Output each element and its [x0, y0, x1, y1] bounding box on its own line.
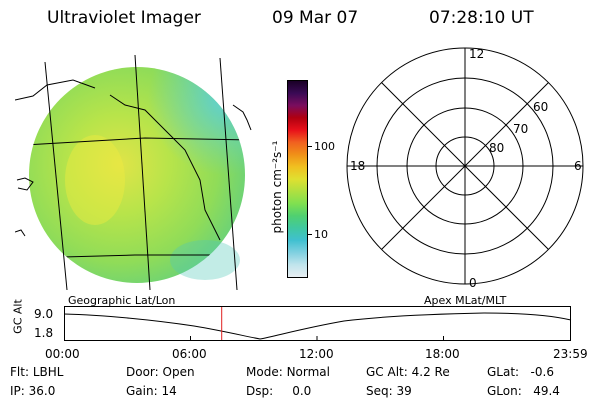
colorbar-label-10: 10 — [314, 228, 328, 241]
polar-mlt-grid: 12 18 6 0 60 70 80 — [346, 47, 584, 290]
time-label: 07:28:10 UT — [429, 8, 534, 28]
status-ip: IP: 36.0 — [10, 384, 56, 398]
colorbar-tick-10 — [307, 234, 312, 235]
altitude-axis-label: GC Alt — [11, 299, 25, 334]
colorbar-label-100: 100 — [314, 140, 335, 153]
colorbar — [287, 80, 308, 278]
mlat-label-60: 60 — [533, 100, 548, 114]
status-dsp: Dsp: 0.0 — [246, 384, 312, 398]
status-glon: GLon: 49.4 — [487, 384, 560, 398]
mlt-label-18: 18 — [350, 159, 365, 173]
mlat-label-80: 80 — [489, 141, 504, 155]
mlt-label-6: 6 — [574, 159, 582, 173]
status-glat: GLat: -0.6 — [487, 365, 554, 379]
mlt-label-0: 0 — [469, 276, 477, 290]
altitude-plot — [64, 306, 572, 341]
altitude-tick-low: 1.8 — [34, 326, 54, 340]
time-tick-0000: 00:00 — [45, 347, 80, 361]
instrument-title: Ultraviolet Imager — [47, 8, 201, 28]
status-seq: Seq: 39 — [366, 384, 412, 398]
mlt-label-12: 12 — [469, 47, 484, 61]
status-door: Door: Open — [126, 365, 195, 379]
time-tick-1800: 18:00 — [425, 347, 460, 361]
altitude-tick-high: 9.0 — [34, 307, 54, 321]
date-label: 09 Mar 07 — [272, 8, 359, 28]
status-filter: Flt: LBHL — [10, 365, 64, 379]
mlat-label-70: 70 — [513, 122, 528, 136]
status-gain: Gain: 14 — [126, 384, 177, 398]
time-tick-1200: 12:00 — [299, 347, 334, 361]
apex-title: Apex MLat/MLT — [424, 294, 507, 307]
time-tick-2359: 23:59 — [553, 347, 588, 361]
time-tick-0600: 06:00 — [172, 347, 207, 361]
status-mode: Mode: Normal — [246, 365, 330, 379]
colorbar-tick-100 — [307, 146, 312, 147]
colorbar-unit-label: photon cm⁻²s⁻¹ — [270, 140, 284, 234]
status-gc-alt: GC Alt: 4.2 Re — [366, 365, 450, 379]
geographic-title: Geographic Lat/Lon — [68, 294, 176, 307]
uv-earth-image — [15, 54, 252, 291]
